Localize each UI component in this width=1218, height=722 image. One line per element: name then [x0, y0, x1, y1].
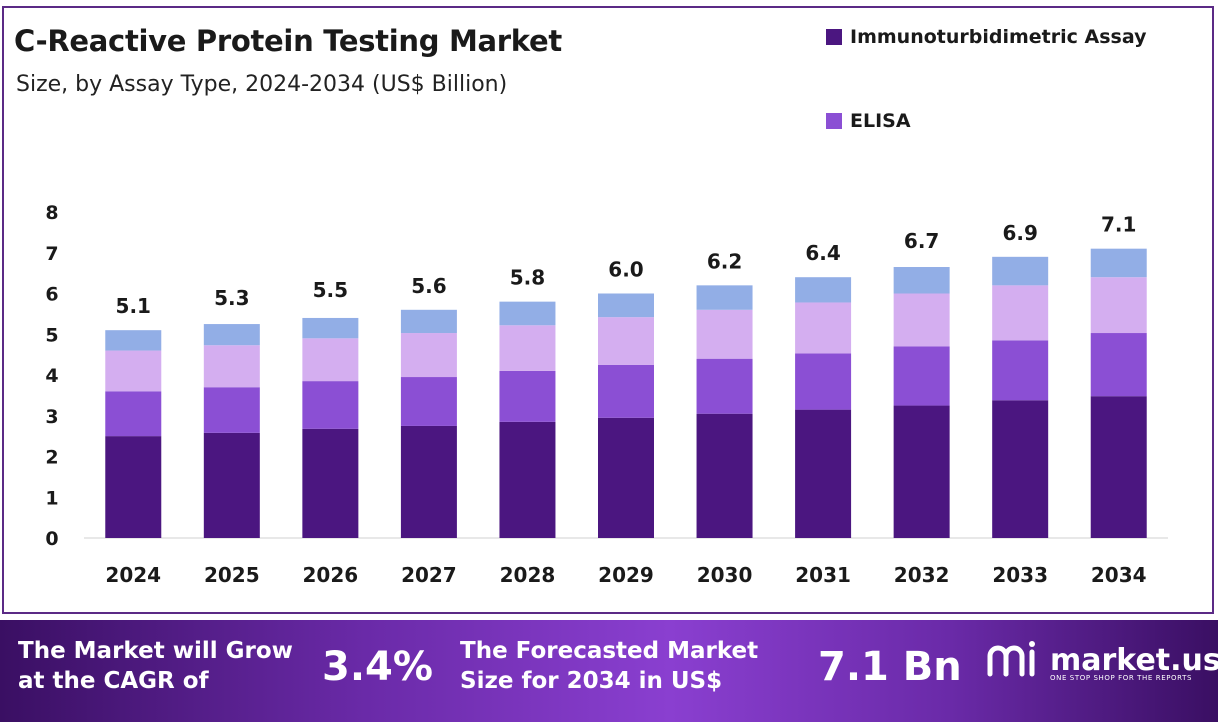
x-tick-label: 2033 — [992, 563, 1048, 587]
market-us-logo-icon — [987, 641, 1035, 677]
legend-swatch-immunoturbidimetric — [826, 29, 842, 45]
bar-segment-segment-4 — [1090, 248, 1147, 278]
total-data-label: 6.2 — [707, 249, 742, 273]
x-tick-label: 2032 — [894, 563, 950, 587]
bar-segment-segment-4 — [598, 293, 654, 318]
stacked-bar-chart: 0 1 2 3 4 5 6 7 8 5.1 2024 5.3 2025 5.5 2026 5.6 2027 5.8… — [45, 202, 1168, 587]
bar-segment-elisa — [992, 340, 1049, 401]
y-tick-label: 1 — [45, 487, 58, 509]
bar-segment-segment-3 — [499, 325, 556, 371]
bar-segment-segment-4 — [893, 267, 950, 294]
x-tick-label: 2028 — [500, 563, 556, 587]
brand-tagline: ONE STOP SHOP FOR THE REPORTS — [1050, 674, 1193, 682]
forecast-value: 7.1 Bn — [818, 644, 962, 690]
bar-segment-segment-4 — [795, 277, 852, 303]
bar-segment-segment-3 — [696, 309, 753, 359]
bar-segment-segment-3 — [598, 317, 654, 365]
y-tick-label: 5 — [45, 324, 58, 346]
legend-swatch-elisa — [826, 113, 842, 129]
x-tick-label: 2024 — [105, 563, 161, 587]
bar-segment-elisa — [1090, 333, 1147, 397]
total-data-label: 5.5 — [313, 278, 348, 302]
y-tick-label: 4 — [45, 365, 58, 387]
bar-segment-immunoturbidimetric-assay — [598, 417, 654, 538]
y-tick-label: 2 — [45, 447, 58, 469]
bar-segment-segment-4 — [105, 330, 162, 351]
chart-subtitle: Size, by Assay Type, 2024-2034 (US$ Bill… — [16, 72, 508, 97]
bar-segment-elisa — [203, 387, 260, 433]
bar-segment-elisa — [499, 370, 556, 422]
bar-segment-segment-3 — [795, 302, 852, 354]
total-data-label: 5.8 — [510, 266, 545, 290]
bar-segment-elisa — [598, 364, 654, 418]
bar-segment-immunoturbidimetric-assay — [105, 436, 162, 538]
chart-title: C-Reactive Protein Testing Market — [14, 24, 562, 58]
bar-segment-segment-4 — [992, 256, 1049, 286]
x-tick-label: 2027 — [401, 563, 457, 587]
brand-logo: market.us — [986, 640, 1218, 680]
total-data-label: 6.9 — [1002, 221, 1037, 245]
bar-segment-elisa — [696, 358, 753, 414]
total-data-label: 6.0 — [608, 258, 643, 282]
x-tick-label: 2030 — [697, 563, 753, 587]
total-data-label: 5.6 — [411, 274, 446, 298]
bar-segment-segment-3 — [203, 345, 260, 388]
bar-segment-immunoturbidimetric-assay — [400, 425, 457, 538]
total-data-label: 5.3 — [214, 286, 249, 310]
y-tick-label: 3 — [45, 406, 58, 428]
bar-segment-immunoturbidimetric-assay — [696, 413, 753, 538]
x-tick-label: 2029 — [598, 563, 654, 587]
legend-item-immunoturbidimetric: Immunoturbidimetric Assay — [826, 26, 1146, 48]
cagr-caption: The Market will Grow at the CAGR of — [18, 636, 293, 696]
legend-label-immunoturbidimetric: Immunoturbidimetric Assay — [850, 26, 1147, 48]
bar-segment-segment-4 — [400, 309, 457, 334]
x-tick-label: 2025 — [204, 563, 260, 587]
x-tick-label: 2031 — [795, 563, 851, 587]
y-tick-label: 0 — [45, 528, 58, 550]
total-data-label: 6.4 — [805, 241, 840, 265]
bar-segment-segment-3 — [992, 285, 1049, 341]
legend-label-elisa: ELISA — [850, 110, 911, 132]
bar-segment-immunoturbidimetric-assay — [992, 400, 1049, 538]
brand-name: market.us — [1050, 642, 1218, 678]
bar-segment-segment-4 — [499, 301, 556, 326]
bar-segment-segment-3 — [105, 350, 162, 392]
bar-segment-immunoturbidimetric-assay — [203, 432, 260, 538]
y-tick-label: 8 — [45, 202, 58, 224]
y-tick-label: 7 — [45, 243, 58, 265]
bar-segment-segment-4 — [302, 317, 359, 339]
total-data-label: 6.7 — [904, 229, 939, 253]
bar-segment-immunoturbidimetric-assay — [499, 421, 556, 538]
summary-banner: The Market will Grow at the CAGR of 3.4%… — [0, 620, 1218, 722]
legend-item-elisa: ELISA — [826, 110, 911, 132]
bar-segment-elisa — [105, 391, 162, 437]
bar-segment-immunoturbidimetric-assay — [795, 409, 852, 538]
bar-segment-segment-3 — [1090, 277, 1147, 334]
cagr-caption-line2: at the CAGR of — [18, 668, 209, 694]
bar-segment-segment-4 — [203, 324, 260, 346]
cagr-value: 3.4% — [322, 644, 433, 690]
forecast-caption: The Forecasted Market Size for 2034 in U… — [460, 636, 758, 696]
bar-segment-elisa — [795, 353, 852, 410]
total-data-label: 5.1 — [116, 294, 151, 318]
bar-segment-immunoturbidimetric-assay — [893, 405, 950, 538]
bar-segment-elisa — [400, 377, 457, 426]
bar-segment-segment-4 — [696, 285, 753, 310]
forecast-caption-line1: The Forecasted Market — [460, 638, 759, 664]
x-tick-label: 2026 — [303, 563, 359, 587]
y-tick-label: 6 — [45, 284, 58, 306]
forecast-caption-line2: Size for 2034 in US$ — [460, 668, 723, 694]
cagr-caption-line1: The Market will Grow — [18, 638, 293, 664]
total-data-label: 7.1 — [1101, 213, 1136, 237]
bar-segment-elisa — [302, 381, 359, 429]
bar-segment-elisa — [893, 346, 950, 406]
x-tick-label: 2034 — [1091, 563, 1147, 587]
bar-segment-immunoturbidimetric-assay — [1090, 396, 1147, 538]
bar-segment-immunoturbidimetric-assay — [302, 428, 359, 538]
bar-segment-segment-3 — [893, 293, 950, 347]
bar-segment-segment-3 — [400, 333, 457, 378]
bar-segment-segment-3 — [302, 338, 359, 382]
